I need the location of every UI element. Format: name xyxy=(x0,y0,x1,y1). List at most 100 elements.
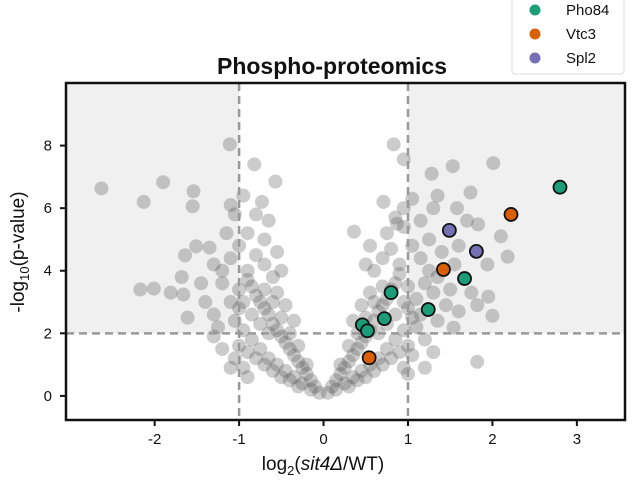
y-label-sub: 10 xyxy=(17,266,32,280)
background-point xyxy=(367,263,382,278)
background-point xyxy=(413,213,428,228)
background-point xyxy=(376,194,391,209)
background-point xyxy=(312,385,327,400)
background-point xyxy=(223,251,238,266)
background-point xyxy=(329,382,344,397)
legend-label-pho84: Pho84 xyxy=(566,2,609,19)
point-vtc3 xyxy=(361,350,377,366)
y-label-prefix: -log xyxy=(8,281,29,313)
x-label-prefix: log xyxy=(262,454,287,475)
background-point xyxy=(500,249,515,264)
background-point xyxy=(417,276,432,291)
background-point xyxy=(367,295,382,310)
background-point xyxy=(375,251,390,266)
point-pho84 xyxy=(383,285,399,301)
background-point xyxy=(286,313,301,328)
legend-label-vtc3: Vtc3 xyxy=(566,26,596,43)
background-point xyxy=(379,341,394,356)
background-point xyxy=(417,332,432,347)
background-point xyxy=(358,370,373,385)
background-point xyxy=(299,357,314,372)
background-point xyxy=(392,257,407,272)
background-point xyxy=(176,287,191,302)
background-point xyxy=(206,307,221,322)
y-tick-label: 0 xyxy=(44,388,52,405)
background-point xyxy=(417,360,432,375)
background-point xyxy=(308,379,323,394)
background-point xyxy=(320,385,335,400)
background-point xyxy=(409,291,424,306)
background-point xyxy=(248,288,263,303)
point-vtc3 xyxy=(436,262,451,277)
background-point xyxy=(392,345,407,360)
background-point xyxy=(445,159,460,174)
x-tick-label: 3 xyxy=(573,431,581,448)
background-point xyxy=(480,257,495,272)
y-axis-ticks: 0 2 4 6 8 xyxy=(44,138,66,405)
background-point xyxy=(94,181,109,196)
background-point xyxy=(257,301,272,316)
background-point xyxy=(291,379,306,394)
background-point xyxy=(146,281,161,296)
significance-shading xyxy=(66,83,625,334)
background-point xyxy=(485,308,500,323)
shaded-region-left xyxy=(66,83,240,334)
background-point xyxy=(486,156,501,171)
background-point xyxy=(274,263,289,278)
background-point xyxy=(367,363,382,378)
background-point xyxy=(443,282,458,297)
background-point xyxy=(426,345,441,360)
background-point xyxy=(390,216,405,231)
background-point xyxy=(282,341,297,356)
background-point xyxy=(337,360,352,375)
x-tick-label: 1 xyxy=(404,431,412,448)
threshold-lines xyxy=(66,83,625,420)
background-point xyxy=(451,238,466,253)
background-point xyxy=(261,351,276,366)
legend-marker-vtc3 xyxy=(529,28,541,40)
background-point xyxy=(430,188,445,203)
background-point xyxy=(346,224,361,239)
x-axis-ticks: -2 -1 0 1 2 3 xyxy=(148,420,581,448)
background-point xyxy=(324,379,339,394)
background-point xyxy=(286,370,301,385)
x-axis-label: log2(sit4Δ/WT) xyxy=(262,454,384,478)
background-point xyxy=(253,295,268,310)
background-point xyxy=(384,241,399,256)
background-point xyxy=(186,184,201,199)
point-pho84 xyxy=(360,323,375,339)
point-vtc3 xyxy=(503,207,519,222)
point-pho84 xyxy=(376,311,392,327)
y-tick-label: 4 xyxy=(44,263,52,280)
background-point xyxy=(493,229,508,244)
point-pho84 xyxy=(552,179,568,195)
background-point xyxy=(333,357,348,372)
y-tick-label: 6 xyxy=(44,200,52,217)
background-point xyxy=(282,373,297,388)
background-point xyxy=(265,270,280,285)
background-point xyxy=(337,376,352,391)
background-point xyxy=(265,295,280,310)
background-point xyxy=(248,207,263,222)
background-point xyxy=(422,232,437,247)
background-point xyxy=(341,338,356,353)
y-label-rest: (p-value) xyxy=(8,191,29,266)
background-point xyxy=(232,282,247,297)
background-point xyxy=(463,185,478,200)
x-tick-label: 2 xyxy=(488,431,496,448)
background-point xyxy=(244,307,259,322)
background-point xyxy=(424,166,439,181)
shaded-region-right xyxy=(407,83,625,334)
background-point xyxy=(303,382,318,397)
background-point xyxy=(354,298,369,313)
x-label-italic: sit4Δ xyxy=(301,454,343,475)
background-point xyxy=(244,332,259,347)
background-point xyxy=(303,373,318,388)
background-point xyxy=(388,332,403,347)
background-point xyxy=(341,354,356,369)
background-point xyxy=(446,320,461,335)
background-point xyxy=(270,285,285,300)
background-point xyxy=(375,298,390,313)
background-point xyxy=(278,363,293,378)
